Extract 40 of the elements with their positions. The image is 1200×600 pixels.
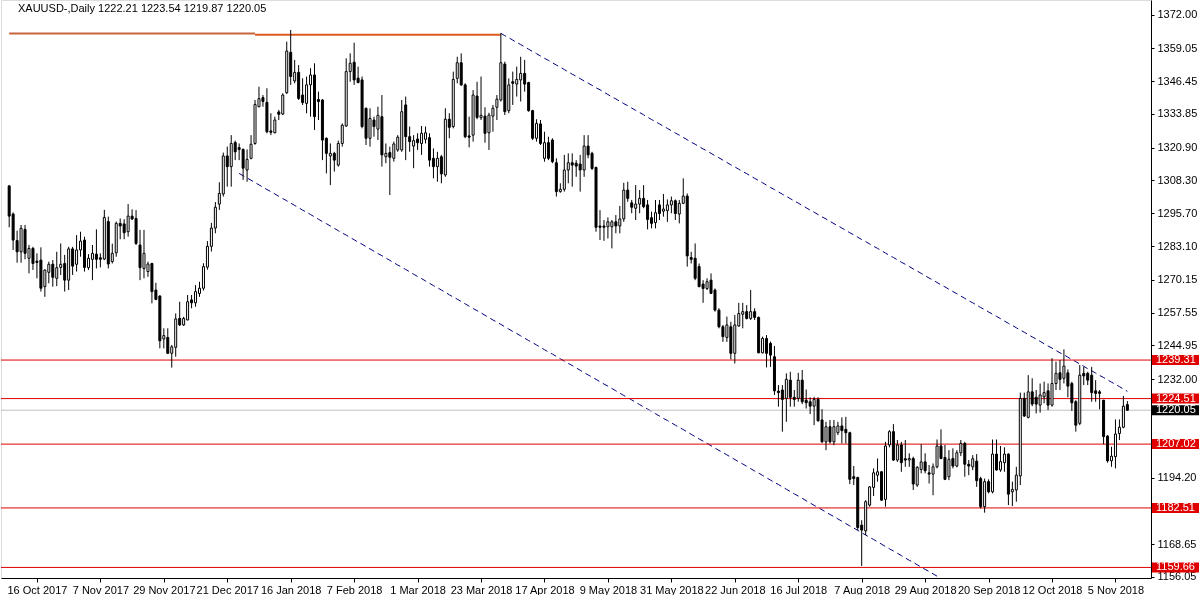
y-tick-label: 1359.05 (1157, 41, 1198, 54)
ref-line-label: 1182.51 (1156, 500, 1195, 513)
y-tick-label: 1244.95 (1157, 338, 1198, 351)
y-tick-label: 1156.05 (1157, 570, 1197, 583)
chart-title: XAUUSD-,Daily 1222.21 1223.54 1219.87 1220.05 (18, 2, 267, 14)
y-tick-label: 1283.10 (1157, 239, 1198, 252)
x-tick-label: 16 Jul 2018 (770, 583, 828, 596)
y-tick-label: 1295.70 (1157, 206, 1198, 219)
ref-line-label: 1239.31 (1156, 353, 1196, 366)
x-tick-label: 7 Nov 2017 (72, 583, 129, 596)
x-tick-label: 7 Aug 2018 (834, 583, 891, 596)
x-tick-label: 7 Feb 2018 (326, 583, 383, 596)
x-tick-label: 21 Dec 2017 (196, 583, 259, 596)
y-tick-label: 1270.15 (1157, 273, 1198, 286)
x-tick-label: 12 Oct 2018 (1022, 583, 1083, 596)
y-tick-label: 1308.30 (1157, 173, 1198, 186)
ref-line-label: 1224.51 (1156, 391, 1196, 404)
x-tick-label: 1 Mar 2018 (390, 583, 446, 596)
x-tick-label: 29 Nov 2017 (133, 583, 196, 596)
ref-line-label: 1159.66 (1156, 560, 1195, 573)
y-tick-label: 1257.55 (1157, 306, 1198, 319)
y-tick-label: 1333.85 (1157, 107, 1198, 120)
x-tick-label: 17 Apr 2018 (515, 583, 575, 596)
x-tick-label: 20 Sep 2018 (957, 583, 1021, 596)
x-tick-label: 29 Aug 2018 (894, 583, 957, 596)
y-tick-label: 1194.20 (1157, 471, 1197, 483)
y-tick-label: 1372.00 (1157, 8, 1198, 21)
x-tick-label: 16 Oct 2017 (7, 583, 68, 596)
y-tick-label: 1168.65 (1157, 537, 1197, 550)
ref-line-label: 1207.02 (1156, 437, 1196, 450)
ref-line-label: 1220.05 (1156, 403, 1196, 416)
x-tick-label: 31 May 2018 (640, 583, 704, 596)
x-tick-label: 23 Mar 2018 (450, 583, 513, 596)
y-tick-label: 1346.45 (1157, 74, 1198, 87)
x-tick-label: 9 May 2018 (579, 583, 638, 596)
y-tick-label: 1232.00 (1157, 372, 1198, 385)
x-tick-label: 22 Jun 2018 (705, 583, 766, 596)
y-tick-label: 1320.90 (1157, 141, 1198, 154)
x-tick-label: 16 Jan 2018 (260, 583, 322, 596)
x-tick-label: 5 Nov 2018 (1087, 583, 1145, 596)
